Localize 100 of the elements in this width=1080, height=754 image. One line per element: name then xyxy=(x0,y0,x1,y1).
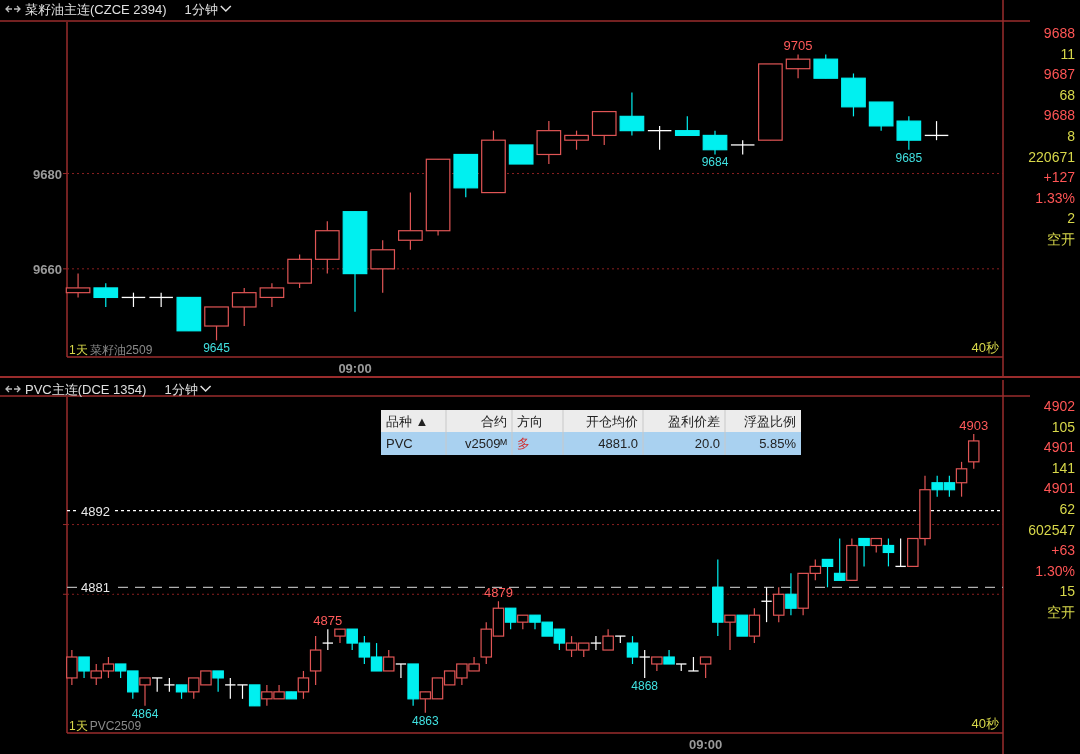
annotation: 4881.0 xyxy=(598,436,638,451)
text: 11 xyxy=(1060,45,1076,62)
text: 空开 xyxy=(1047,231,1075,247)
annotation: 4875 xyxy=(313,613,343,629)
candlestick xyxy=(139,677,151,707)
text: 141 xyxy=(1051,459,1076,476)
candlestick xyxy=(748,607,761,644)
annotation: 品种 ▲ xyxy=(386,414,429,429)
candlestick xyxy=(590,635,602,651)
annotation: 40秒 xyxy=(971,716,999,731)
y-tick-label: 9680 xyxy=(33,166,62,182)
candlestick xyxy=(924,120,949,141)
candlestick xyxy=(248,684,261,707)
candlestick xyxy=(619,91,645,137)
candlestick xyxy=(674,115,700,137)
candlestick xyxy=(955,461,968,498)
text: 4901 xyxy=(1043,480,1076,497)
candlestick xyxy=(882,537,895,567)
text: 9688 xyxy=(1043,107,1076,124)
annotation: 方向 xyxy=(517,414,543,429)
annotation: PVC xyxy=(386,436,413,451)
annotation: 合约 xyxy=(481,414,507,429)
candlestick xyxy=(65,273,91,299)
candlestick xyxy=(536,120,562,165)
annotation: 菜籽油2509 xyxy=(89,343,153,357)
text: +63 xyxy=(1051,542,1076,559)
candlestick xyxy=(785,572,797,616)
candlestick xyxy=(564,130,589,151)
text: 220671 xyxy=(1028,148,1076,165)
annotation: 4864 xyxy=(131,706,159,721)
candlestick xyxy=(858,537,870,567)
annotation: 9705 xyxy=(783,38,813,54)
text: +127 xyxy=(1043,169,1076,186)
candlestick xyxy=(78,656,90,679)
candlestick xyxy=(772,586,785,623)
candlestick xyxy=(602,628,614,651)
candlestick xyxy=(833,537,846,581)
text: 9688 xyxy=(1043,25,1076,41)
candlestick xyxy=(967,433,980,470)
candlestick xyxy=(321,628,334,651)
chart-title: 菜籽油主连(CZCE 2394) xyxy=(25,2,167,17)
candlestick xyxy=(287,253,312,289)
text: 9687 xyxy=(1043,66,1076,83)
annotation: 4903 xyxy=(959,417,989,433)
annotation: 多 xyxy=(517,436,530,451)
candlestick xyxy=(647,125,673,151)
candlestick xyxy=(204,306,229,341)
candlestick xyxy=(785,53,811,79)
text: 68 xyxy=(1059,86,1076,103)
text: 62 xyxy=(1059,501,1076,517)
x-tick-label: 09:00 xyxy=(689,737,723,752)
text: 602547 xyxy=(1028,521,1076,538)
candlestick xyxy=(297,670,310,700)
candlestick xyxy=(724,614,736,651)
annotation: 9685 xyxy=(895,150,923,165)
annotation: 20.0 xyxy=(694,436,720,451)
text: 2 xyxy=(1067,210,1076,227)
text: 4901 xyxy=(1043,439,1076,456)
annotation: 9645 xyxy=(203,341,231,356)
candlestick xyxy=(382,649,395,672)
text: 15 xyxy=(1059,583,1076,600)
candlestick xyxy=(398,192,423,251)
text: 1.30% xyxy=(1035,562,1075,579)
annotation: 1天 xyxy=(69,343,88,357)
ref-line-label: 4892 xyxy=(81,503,110,519)
candlestick xyxy=(504,607,517,630)
chart-title: PVC主连(DCE 1354) xyxy=(25,382,147,397)
text: 空开 xyxy=(1047,604,1075,620)
annotation: 盈利价差 xyxy=(668,414,720,429)
candlestick xyxy=(212,670,224,693)
x-tick-label: 09:00 xyxy=(338,361,372,376)
candlestick xyxy=(395,663,407,679)
annotation: 4863 xyxy=(411,713,439,728)
annotation: 1天 xyxy=(69,719,88,733)
chart-subtitle: 1分钟 xyxy=(164,382,198,397)
candlestick xyxy=(821,558,834,588)
y-tick-label: 9660 xyxy=(33,261,62,277)
text: 40秒 xyxy=(971,340,999,355)
annotation: 开仓均价 xyxy=(586,414,638,429)
candlestick xyxy=(508,144,534,165)
candlestick xyxy=(591,110,617,146)
ref-line-label: 4881 xyxy=(81,580,110,596)
candlestick xyxy=(66,649,78,686)
candlestick xyxy=(93,282,119,308)
candlestick xyxy=(259,282,285,308)
candlestick xyxy=(309,635,322,686)
candlestick xyxy=(638,649,651,679)
annotation: 4868 xyxy=(631,678,659,693)
annotation: v2509ᴹ xyxy=(464,436,508,451)
annotation: PVC2509 xyxy=(89,719,142,733)
annotation: 4879 xyxy=(483,585,513,601)
candlestick xyxy=(699,656,712,679)
annotation: 9684 xyxy=(701,155,729,170)
annotation: 浮盈比例 xyxy=(744,414,796,429)
text: 105 xyxy=(1051,418,1076,435)
candlestick xyxy=(224,677,237,700)
text: 1.33% xyxy=(1035,189,1075,206)
candlestick xyxy=(896,115,922,151)
candlestick xyxy=(702,130,728,156)
candlestick xyxy=(231,287,257,327)
